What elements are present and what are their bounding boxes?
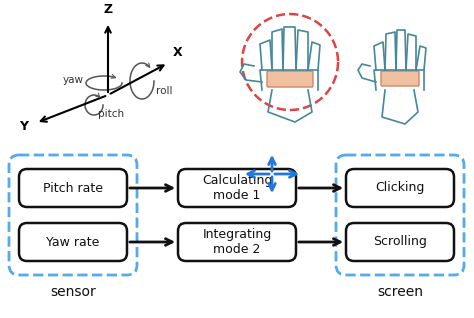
Text: Scrolling: Scrolling (373, 236, 427, 248)
FancyBboxPatch shape (346, 169, 454, 207)
FancyBboxPatch shape (178, 223, 296, 261)
Text: screen: screen (377, 285, 423, 299)
Text: Pitch rate: Pitch rate (43, 182, 103, 195)
FancyBboxPatch shape (267, 71, 313, 87)
Text: yaw: yaw (63, 75, 84, 85)
Text: Calculating
mode 1: Calculating mode 1 (202, 174, 272, 202)
Text: Yaw rate: Yaw rate (46, 236, 100, 248)
FancyBboxPatch shape (9, 155, 137, 275)
Text: Clicking: Clicking (375, 182, 425, 195)
Text: X: X (173, 46, 182, 59)
FancyBboxPatch shape (19, 223, 127, 261)
Text: sensor: sensor (50, 285, 96, 299)
Text: Integrating
mode 2: Integrating mode 2 (202, 228, 272, 256)
FancyBboxPatch shape (19, 169, 127, 207)
Text: Y: Y (19, 121, 28, 134)
Text: pitch: pitch (98, 109, 124, 119)
Text: Z: Z (103, 3, 112, 16)
FancyBboxPatch shape (178, 169, 296, 207)
FancyBboxPatch shape (336, 155, 464, 275)
FancyBboxPatch shape (381, 71, 419, 86)
Text: roll: roll (156, 86, 173, 96)
FancyBboxPatch shape (346, 223, 454, 261)
